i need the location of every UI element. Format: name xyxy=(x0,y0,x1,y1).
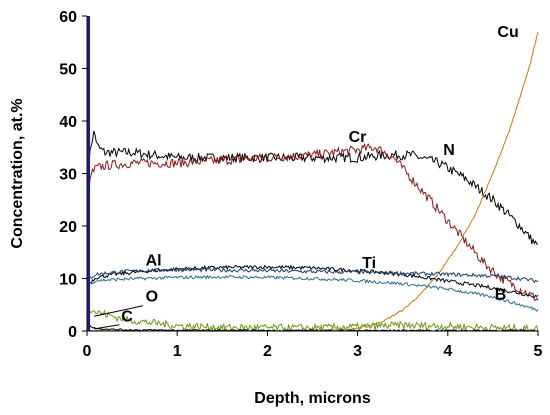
series-labels: Cu Cr N Al Ti B OC xyxy=(94,24,519,330)
x-axis-title: Depth, microns xyxy=(254,390,371,407)
series-label-al: Al xyxy=(146,252,162,269)
series-label-b: B xyxy=(495,287,507,304)
series-line-ti xyxy=(88,267,539,284)
y-tick-label: 40 xyxy=(59,114,77,131)
y-tick-label: 50 xyxy=(59,62,77,79)
y-tick-label: 60 xyxy=(59,9,77,26)
y-tick-label: 0 xyxy=(68,324,77,341)
x-tick-label: 4 xyxy=(443,343,452,360)
y-tick-label: 30 xyxy=(59,167,77,184)
x-tick-label: 1 xyxy=(173,343,182,360)
y-tick-label: 10 xyxy=(59,272,77,289)
label-leader-o xyxy=(94,305,144,317)
ticks: 0 10 20 30 40 50 60 0 1 2 3 4 5 xyxy=(59,9,542,360)
x-tick-label: 5 xyxy=(534,343,543,360)
label-leader-c xyxy=(94,324,120,330)
series-label-cr: Cr xyxy=(349,129,367,146)
series-label-ti: Ti xyxy=(362,255,376,272)
series-label-cu: Cu xyxy=(497,24,518,41)
series-line-o xyxy=(86,305,539,333)
series-label-c: C xyxy=(121,309,133,326)
series-line-n xyxy=(88,130,539,245)
series-label-o: O xyxy=(146,289,158,306)
x-tick-label: 3 xyxy=(353,343,362,360)
series-label-n: N xyxy=(443,142,455,159)
series-layer xyxy=(86,16,539,333)
x-tick-label: 2 xyxy=(263,343,272,360)
y-axis-title: Concentration, at.% xyxy=(9,98,26,248)
y-tick-label: 20 xyxy=(59,219,77,236)
series-line-b xyxy=(88,274,539,312)
x-tick-label: 0 xyxy=(83,343,92,360)
series-line-al xyxy=(88,264,539,298)
